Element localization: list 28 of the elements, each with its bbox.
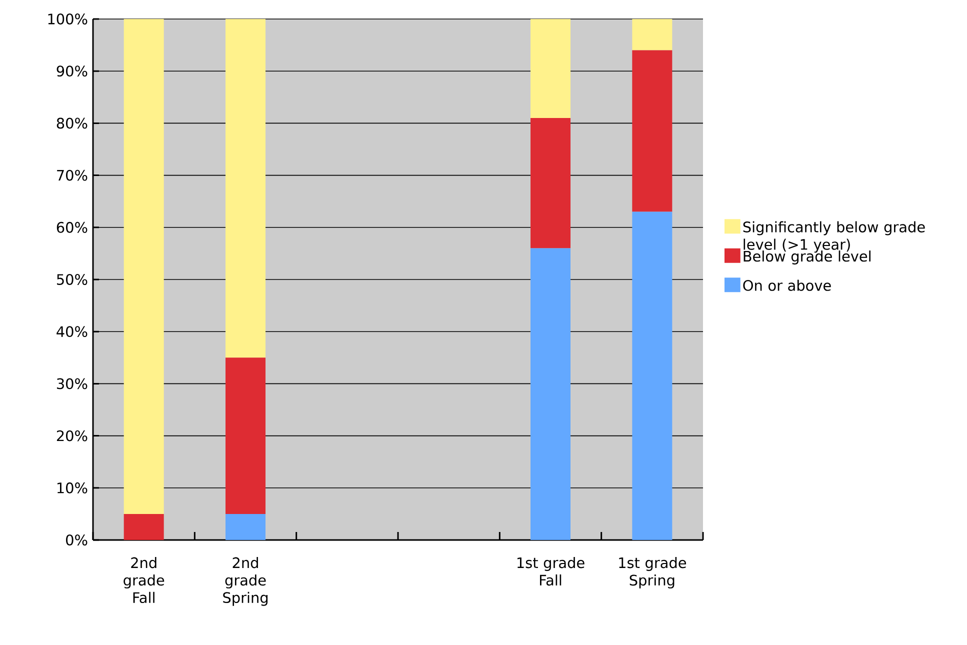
bar [530, 19, 571, 118]
y-tick-label: 40% [56, 326, 88, 338]
y-tick-label: 20% [56, 430, 88, 442]
y-tick-label: 90% [56, 66, 88, 77]
bar [124, 514, 164, 540]
y-tick-label: 30% [56, 378, 88, 390]
bar [226, 19, 266, 358]
x-tick-label: 1st grade Spring [619, 557, 686, 588]
bar [530, 118, 571, 248]
bar [632, 212, 672, 540]
y-tick-label: 0% [66, 534, 88, 546]
legend-label: On or above [743, 280, 831, 291]
y-tick-label: 100% [48, 14, 88, 24]
bar [632, 19, 672, 50]
y-tick-label: 70% [57, 170, 88, 181]
bar [124, 19, 164, 514]
legend-label: Below grade level [744, 250, 870, 264]
bar [632, 50, 672, 212]
bar [226, 514, 266, 540]
y-tick-label: 60% [56, 222, 88, 233]
y-tick-label: 80% [56, 118, 88, 129]
y-tick-label: 10% [57, 482, 88, 494]
y-tick-label: 50% [56, 274, 88, 285]
x-tick-label: 2nd grade Spring [223, 557, 268, 606]
bar [226, 358, 266, 514]
bar [530, 248, 571, 540]
x-tick-label: 2nd grade Fall [124, 557, 164, 604]
x-tick-label: 1st grade Fall [517, 557, 584, 586]
